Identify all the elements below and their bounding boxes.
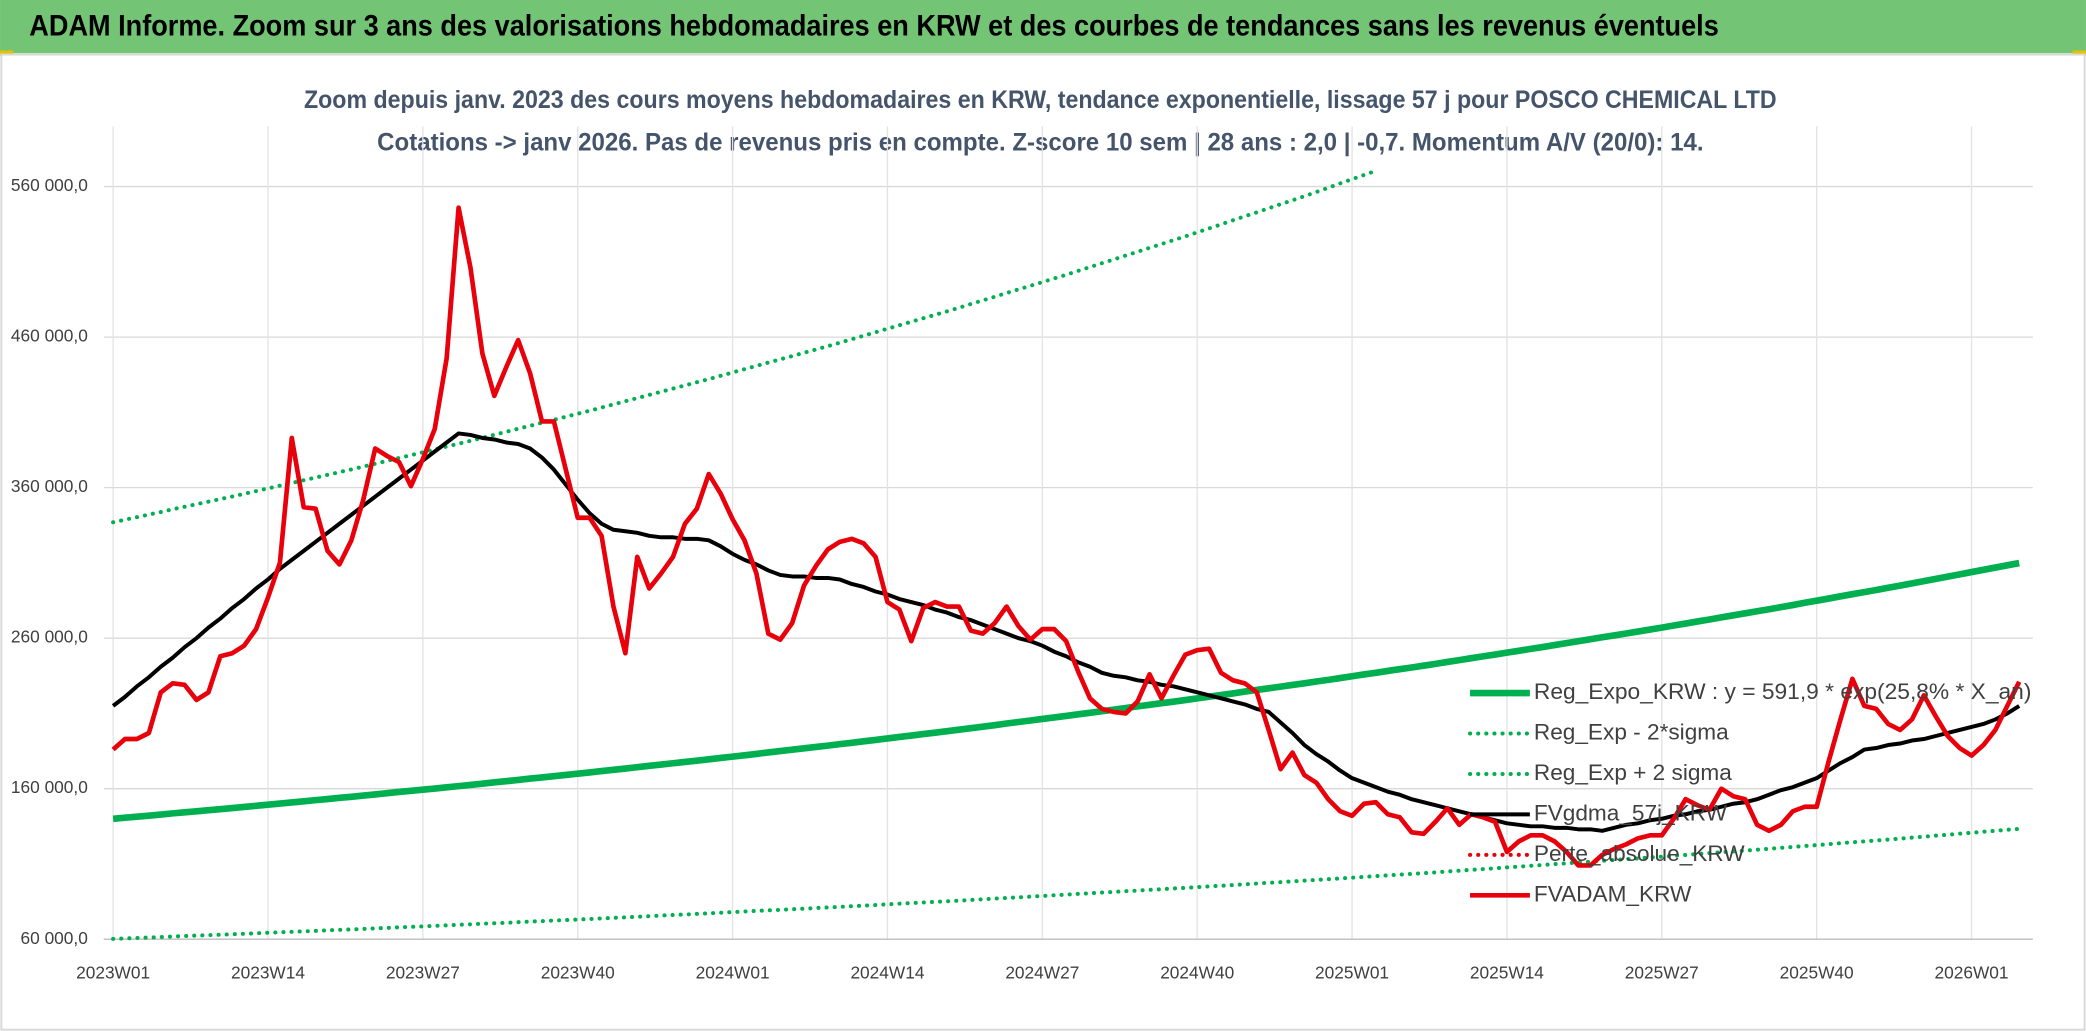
y-tick-label: 360 000,0	[11, 476, 88, 496]
x-tick-label: 2023W14	[231, 962, 305, 982]
legend-label: Reg_Exp - 2*sigma	[1534, 720, 1729, 745]
plot-lines	[111, 168, 2022, 941]
banner-corner	[2072, 50, 2086, 56]
legend-label: FVgdma_57j_KRW	[1534, 800, 1728, 825]
x-tick-label: 2024W40	[1160, 962, 1234, 982]
banner-corner	[0, 50, 14, 56]
legend-label: Reg_Exp + 2 sigma	[1534, 760, 1732, 785]
chart-title: ADAM Informe. Zoom sur 3 ans des valoris…	[29, 11, 1719, 43]
legend-label: Perte_absolue_KRW	[1534, 841, 1745, 866]
chart-subtitle: Cotations -> janv 2026. Pas de revenus p…	[377, 128, 1703, 156]
series-line	[111, 205, 2022, 868]
x-tick-label: 2023W40	[541, 962, 615, 982]
x-tick-label: 2025W40	[1780, 962, 1854, 982]
grid	[103, 126, 2033, 940]
x-tick-label: 2025W14	[1470, 962, 1544, 982]
x-tick-label: 2023W27	[386, 962, 460, 982]
chart-subtitle: Zoom depuis janv. 2023 des cours moyens …	[304, 86, 1777, 114]
y-tick-label: 560 000,0	[11, 175, 88, 195]
title-banner	[0, 0, 2086, 54]
series-line	[111, 826, 2022, 941]
x-tick-label: 2025W27	[1625, 962, 1699, 982]
series-line	[112, 559, 2020, 823]
series-line	[111, 431, 2021, 833]
series-line	[111, 168, 1378, 525]
legend: Reg_Expo_KRW : y = 591,9 * exp(25,8% * X…	[1468, 679, 2032, 906]
y-tick-label: 60 000,0	[21, 928, 88, 948]
x-tick-label: 2025W01	[1315, 962, 1389, 982]
x-tick-label: 2023W01	[76, 962, 150, 982]
x-tick-label: 2024W27	[1005, 962, 1079, 982]
legend-label: Reg_Expo_KRW : y = 591,9 * exp(25,8% * X…	[1534, 679, 2032, 704]
y-tick-label: 460 000,0	[11, 326, 88, 346]
x-tick-label: 2024W14	[850, 962, 924, 982]
x-tick-label: 2024W01	[696, 962, 770, 982]
legend-label: FVADAM_KRW	[1534, 881, 1692, 906]
y-tick-label: 160 000,0	[11, 777, 88, 797]
y-tick-label: 260 000,0	[11, 627, 88, 647]
x-tick-label: 2026W01	[1935, 962, 2009, 982]
axes: 60 000,0 160 000,0 260 000,0 360 000,0 460 0…	[11, 175, 2009, 982]
